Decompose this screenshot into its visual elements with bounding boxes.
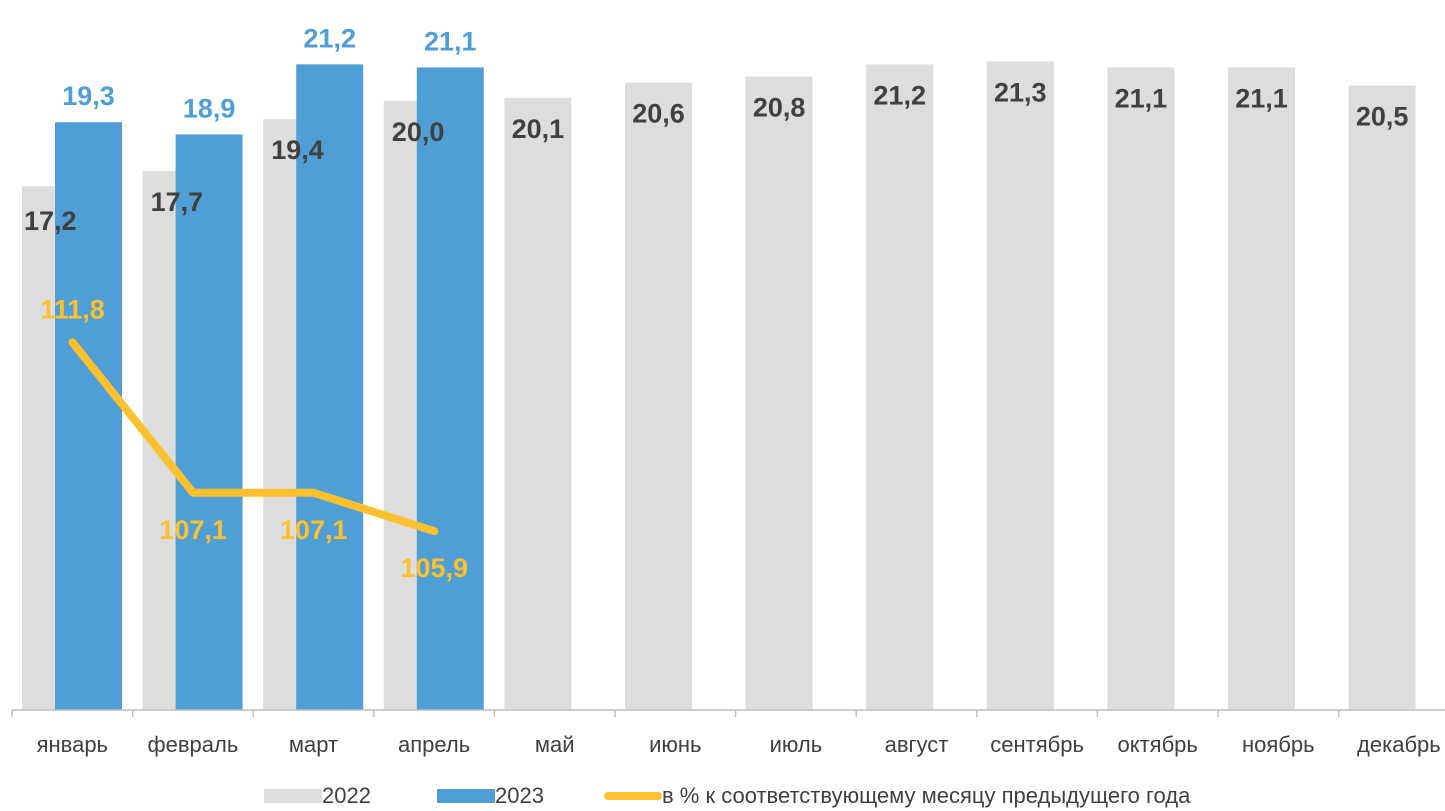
x-tick-label-10: ноябрь <box>1242 732 1315 757</box>
data-label-percent-1: 107,1 <box>159 515 227 545</box>
bar-2023-1 <box>175 134 243 711</box>
series-percent-line <box>68 338 439 536</box>
x-axis: январь февраль март апрель май июнь июль август… <box>11 709 1445 757</box>
x-tick-label-4: май <box>535 732 575 757</box>
bar-2022-5 <box>625 82 692 711</box>
data-label-2023-2: 21,2 <box>303 23 356 53</box>
data-label-2022-8: 21,3 <box>994 77 1047 107</box>
data-label-2023-3: 21,1 <box>424 26 477 56</box>
x-tick-label-0: январь <box>37 732 108 757</box>
legend-item-2023: 2023 <box>437 783 544 809</box>
legend-swatch-percent <box>604 792 662 800</box>
x-tick-label-2: март <box>289 732 338 757</box>
data-label-2022-10: 21,1 <box>1235 83 1288 113</box>
data-label-2022-1: 17,7 <box>151 187 204 217</box>
data-label-2022-4: 20,1 <box>512 114 565 144</box>
bar-2023-0 <box>55 122 122 710</box>
x-tick-label-8: сентябрь <box>990 732 1084 757</box>
bar-2022-4 <box>504 97 572 710</box>
x-tick-label-1: февраль <box>148 732 239 757</box>
data-label-percent-3: 105,9 <box>401 553 469 583</box>
data-label-2023-1: 18,9 <box>183 93 236 123</box>
percent-line <box>68 338 439 536</box>
data-label-2022-9: 21,1 <box>1115 83 1168 113</box>
data-label-percent-2: 107,1 <box>280 515 348 545</box>
bar-2023-3 <box>416 67 484 711</box>
data-label-2023-0: 19,3 <box>62 81 115 111</box>
x-tick-label-9: октябрь <box>1117 732 1197 757</box>
bar-2023-2 <box>296 64 364 710</box>
legend-swatch-2023 <box>437 789 495 803</box>
legend-item-percent: в % к соответствующему месяцу предыдущег… <box>604 783 1190 809</box>
data-label-2022-11: 20,5 <box>1356 102 1409 132</box>
data-label-2022-7: 21,2 <box>873 80 926 110</box>
legend-label-2023: 2023 <box>495 783 544 808</box>
legend-label-2022: 2022 <box>322 783 371 808</box>
data-label-2022-6: 20,8 <box>753 93 806 123</box>
legend-swatch-2022 <box>264 789 322 803</box>
legend-label-percent: в % к соответствующему месяцу предыдущег… <box>662 783 1191 808</box>
x-tick-label-5: июнь <box>649 732 701 757</box>
x-tick-label-7: август <box>885 732 949 757</box>
data-label-2022-0: 17,2 <box>24 206 77 236</box>
data-label-percent-0: 111,8 <box>40 294 105 324</box>
data-label-2022-3: 20,0 <box>392 117 445 147</box>
data-label-2022-5: 20,6 <box>632 99 685 129</box>
bar-2022-7 <box>866 64 934 710</box>
bar-2022-11 <box>1348 85 1416 710</box>
x-tick-label-11: декабрь <box>1357 732 1441 757</box>
bar-2022-10 <box>1228 67 1295 711</box>
legend-item-2022: 2022 <box>264 783 371 809</box>
series-2023-bars <box>55 64 484 711</box>
x-tick-label-3: апрель <box>398 732 470 757</box>
bar-2022-6 <box>745 76 813 710</box>
bar-2022-9 <box>1107 67 1175 711</box>
data-labels: 17,2 17,7 19,4 20,0 20,1 20,6 20,8 21,2 21,3 21,1… <box>24 23 1408 583</box>
legend: 2022 2023 в % к соответствующему месяцу … <box>0 783 1445 811</box>
bar-2022-8 <box>986 61 1054 711</box>
data-label-2022-2: 19,4 <box>271 135 324 165</box>
x-tick-label-6: июль <box>770 732 823 757</box>
